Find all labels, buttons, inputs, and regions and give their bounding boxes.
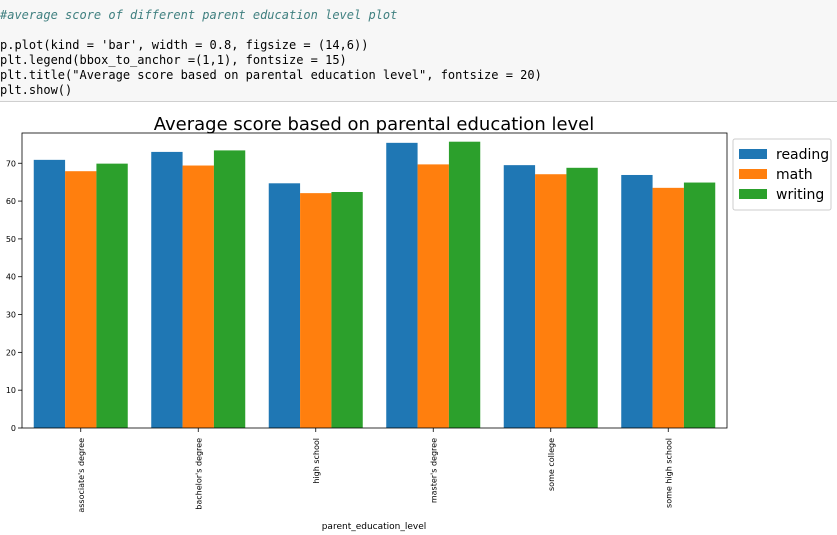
code-line-title: plt.title("Average score based on parent… — [0, 68, 542, 82]
bar-reading-3 — [386, 142, 418, 429]
y-tick-label: 50 — [6, 235, 16, 244]
bar-reading-2 — [268, 183, 301, 428]
x-tick-label: associate's degree — [77, 438, 86, 513]
bar-math-0 — [65, 171, 97, 428]
bar-math-1 — [182, 165, 214, 428]
bar-writing-1 — [213, 150, 246, 428]
bar-reading-4 — [503, 165, 536, 428]
x-axis-label: parent_education_level — [322, 522, 427, 532]
x-tick-label: high school — [312, 438, 321, 484]
code-line-show: plt.show() — [0, 83, 73, 97]
legend-swatch-writing — [739, 189, 767, 199]
y-tick-label: 30 — [6, 311, 16, 320]
axes-frame — [21, 132, 728, 429]
plot-area: 0 10 20 30 40 50 60 70 associate's degree bachelo… — [6, 132, 728, 513]
code-comment: #average score of different parent educa… — [0, 8, 398, 22]
bar-reading-0 — [33, 159, 66, 428]
y-tick-label: 70 — [6, 159, 16, 168]
bar-math-5 — [652, 187, 684, 428]
legend-label-writing: writing — [776, 187, 824, 203]
bar-reading-5 — [621, 174, 653, 428]
code-line-legend: plt.legend(bbox_to_anchor =(1,1), fontsi… — [0, 53, 347, 67]
x-tick-label: master's degree — [429, 438, 438, 503]
code-line-plot: p.plot(kind = 'bar', width = 0.8, figsiz… — [0, 38, 369, 52]
x-tick-label: bachelor's degree — [194, 438, 203, 510]
legend-swatch-reading — [739, 149, 767, 159]
y-tick-label: 0 — [11, 424, 16, 433]
y-tick-label: 10 — [6, 386, 16, 395]
legend-label-reading: reading — [776, 147, 829, 163]
y-tick-label: 20 — [6, 348, 16, 357]
bar-reading-1 — [151, 151, 183, 428]
bar-writing-0 — [96, 163, 128, 428]
bar-writing-2 — [331, 192, 363, 428]
y-tick-label: 60 — [6, 197, 16, 206]
legend: reading math writing — [732, 138, 832, 211]
bar-writing-4 — [566, 167, 598, 428]
bar-chart: Average score based on parental educatio… — [6, 114, 832, 532]
code-cell[interactable]: #average score of different parent educa… — [0, 0, 837, 102]
bar-math-4 — [535, 174, 567, 428]
x-tick-label: some college — [547, 438, 556, 491]
bar-math-2 — [300, 193, 332, 428]
x-tick-label: some high school — [664, 438, 673, 508]
legend-label-math: math — [776, 167, 813, 183]
bar-writing-3 — [448, 141, 481, 428]
bar-writing-5 — [683, 182, 716, 428]
y-tick-label: 40 — [6, 273, 16, 282]
chart-title: Average score based on parental educatio… — [154, 114, 595, 135]
legend-swatch-math — [739, 169, 767, 179]
bar-math-3 — [417, 164, 449, 428]
